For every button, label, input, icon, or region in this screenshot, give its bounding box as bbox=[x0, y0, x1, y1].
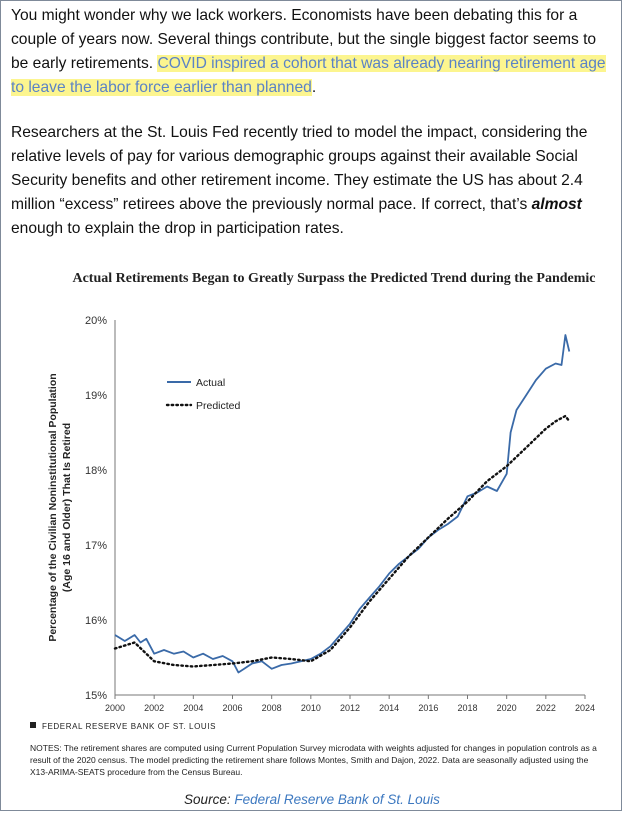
y-tick-label: 15% bbox=[85, 690, 107, 702]
x-tick-label: 2002 bbox=[144, 703, 164, 713]
source-link[interactable]: Federal Reserve Bank of St. Louis bbox=[234, 792, 440, 807]
fred-brand: FEDERAL RESERVE BANK OF ST. LOUIS bbox=[30, 722, 216, 731]
chart-title: Actual Retirements Began to Greatly Surp… bbox=[72, 271, 596, 286]
y-tick-label: 16% bbox=[85, 615, 107, 627]
x-tick-label: 2022 bbox=[536, 703, 556, 713]
p1-end: . bbox=[311, 79, 317, 96]
x-tick-label: 2004 bbox=[183, 703, 203, 713]
p2-end: enough to explain the drop in participat… bbox=[11, 220, 344, 237]
brand-label: FEDERAL RESERVE BANK OF ST. LOUIS bbox=[42, 722, 217, 731]
paragraph-research: Researchers at the St. Louis Fed recentl… bbox=[11, 121, 613, 241]
brand-square-icon bbox=[30, 722, 36, 728]
y-tick-label: 17% bbox=[85, 540, 107, 552]
p1-text: You might wonder why we lack workers. Ec… bbox=[11, 7, 597, 72]
x-tick-label: 2010 bbox=[301, 703, 321, 713]
legend-label-predicted: Predicted bbox=[196, 400, 241, 412]
chart-notes: NOTES: The retirement shares are compute… bbox=[30, 743, 597, 777]
x-tick-label: 2018 bbox=[457, 703, 477, 713]
y-tick-label: 19% bbox=[85, 390, 107, 402]
y-tick-label: 18% bbox=[85, 465, 107, 477]
y-tick-label: 20% bbox=[85, 315, 107, 327]
source-line: Source: Federal Reserve Bank of St. Loui… bbox=[0, 792, 624, 807]
paragraph-intro: You might wonder why we lack workers. Ec… bbox=[11, 4, 613, 100]
x-tick-label: 2008 bbox=[262, 703, 282, 713]
x-tick-label: 2012 bbox=[340, 703, 360, 713]
emphasis-almost: almost bbox=[531, 196, 582, 213]
series-predicted-line bbox=[113, 414, 571, 668]
x-tick-label: 2020 bbox=[497, 703, 517, 713]
source-prefix: Source: bbox=[184, 792, 235, 807]
series-actual-line bbox=[114, 334, 571, 674]
x-tick-label: 2016 bbox=[418, 703, 438, 713]
y-axis-label-line1: Percentage of the Civilian Noninstitutio… bbox=[47, 373, 59, 641]
x-tick-label: 2014 bbox=[379, 703, 399, 713]
retirement-chart: 15% 16% 17% 18% 19% 20% 2000 2002 2004 2006 2008 20… bbox=[47, 315, 595, 713]
legend-label-actual: Actual bbox=[196, 377, 225, 389]
y-axis-label-line2: (Age 16 and Older) That Is Retired bbox=[61, 423, 73, 592]
y-axis-label: Percentage of the Civilian Noninstitutio… bbox=[47, 373, 73, 641]
x-tick-label: 2006 bbox=[222, 703, 242, 713]
x-tick-label: 2000 bbox=[105, 703, 125, 713]
x-tick-label: 2024 bbox=[575, 703, 595, 713]
p2-text: Researchers at the St. Louis Fed recentl… bbox=[11, 124, 588, 213]
